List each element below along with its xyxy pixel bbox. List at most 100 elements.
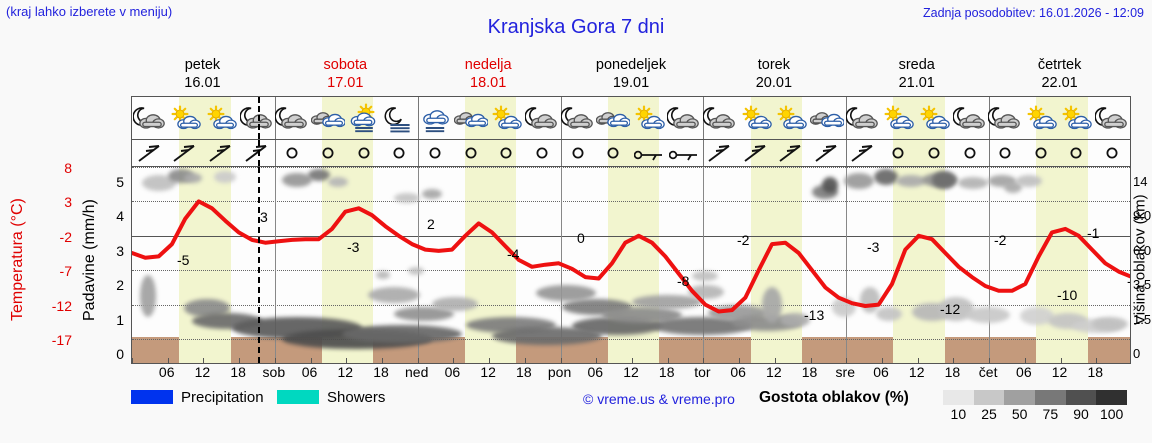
cloud-blob-38 bbox=[932, 171, 956, 189]
day-date: 18.01 bbox=[470, 75, 507, 91]
moon-cloud-icon bbox=[666, 103, 701, 133]
temperature-labels: -5 3 -3 2 -4 0 -8 -2 -13 -3 -12 -2 -10 -1 -8 bbox=[132, 167, 1130, 363]
precipitation-swatch bbox=[131, 390, 173, 404]
time-label-11: pon bbox=[547, 364, 572, 380]
temp-tick-4: -12 bbox=[51, 297, 72, 314]
moon-cloud-icon bbox=[1094, 103, 1129, 133]
prec-tick-5: 0 bbox=[116, 346, 124, 362]
sun-cloud-icon bbox=[739, 103, 773, 133]
vgrid-5 bbox=[846, 167, 848, 363]
weather-icon-cell-24 bbox=[987, 97, 1023, 139]
cloud-blob-14 bbox=[342, 325, 462, 343]
weather-icon-cell-8 bbox=[417, 97, 453, 139]
wind-barb-1 bbox=[168, 140, 204, 166]
time-label-14: 18 bbox=[658, 364, 675, 380]
prec-tick-4: 1 bbox=[116, 311, 124, 328]
cloud-blob-29 bbox=[692, 271, 718, 281]
time-label-15: tor bbox=[694, 364, 711, 380]
vtick-25 bbox=[1024, 358, 1026, 363]
cloud-tick-5: 0 bbox=[1133, 346, 1141, 361]
cloud-icon bbox=[453, 103, 489, 133]
time-label-3: sob bbox=[262, 364, 286, 380]
density-step-1 bbox=[973, 390, 1005, 405]
cloud-blob-39 bbox=[958, 177, 988, 189]
time-label-21: 12 bbox=[908, 364, 925, 380]
vtick-4 bbox=[274, 358, 276, 363]
day-name: petek bbox=[184, 57, 221, 73]
moon-cloud-icon bbox=[702, 103, 737, 133]
vgrid-6 bbox=[989, 167, 991, 363]
cloud-blob-35 bbox=[874, 169, 898, 185]
cloud-blob-43 bbox=[876, 307, 902, 321]
weather-icon-cell-21 bbox=[880, 97, 916, 139]
wind-barb-27 bbox=[1094, 140, 1130, 166]
current-time-marker-wind bbox=[257, 140, 260, 166]
temp-point-label-14: -8 bbox=[1127, 273, 1130, 289]
temp-tick-0: 8 bbox=[64, 160, 72, 176]
day-date: 19.01 bbox=[612, 75, 650, 91]
density-step-4 bbox=[1065, 390, 1097, 405]
moon-rain-icon bbox=[382, 103, 416, 133]
density-step-2 bbox=[1004, 390, 1036, 405]
vtick-13 bbox=[596, 358, 598, 363]
vtick-23 bbox=[953, 358, 955, 363]
wind-barb-7 bbox=[381, 140, 417, 166]
vtick-27 bbox=[1096, 358, 1098, 363]
weather-icon-cell-20 bbox=[844, 97, 881, 139]
time-label-6: 18 bbox=[373, 364, 389, 380]
cloud-blob-8 bbox=[422, 189, 442, 199]
day-name: sobota bbox=[323, 57, 368, 73]
day-header-1: sobota 17.01 bbox=[274, 56, 417, 96]
sun-cloud-rain-icon bbox=[347, 103, 381, 136]
day-name: nedelja bbox=[464, 57, 512, 73]
day-date: 22.01 bbox=[1041, 75, 1078, 91]
day-header-0: petek 16.01 bbox=[131, 56, 274, 96]
hgrid-5 bbox=[132, 339, 1130, 340]
time-label-20: 06 bbox=[873, 364, 889, 380]
temp-tick-2: -2 bbox=[59, 228, 72, 245]
cloud-tick-2: 6.0 bbox=[1133, 242, 1152, 258]
sun-cloud-icon bbox=[1059, 103, 1093, 133]
temp-point-label-2: -3 bbox=[347, 238, 360, 255]
wind-barb-21 bbox=[880, 140, 916, 166]
wind-barb-25 bbox=[1023, 140, 1059, 166]
day-date: 17.01 bbox=[327, 75, 364, 91]
vtick-12 bbox=[560, 358, 562, 363]
time-label-8: 06 bbox=[444, 364, 461, 380]
density-scale-3: 75 bbox=[1042, 406, 1059, 422]
wind-barb-15 bbox=[667, 140, 703, 166]
cloud-blob-17 bbox=[432, 297, 478, 311]
vtick-22 bbox=[917, 358, 919, 363]
vtick-20 bbox=[846, 358, 848, 363]
vtick-15 bbox=[667, 358, 669, 363]
temp-point-label-1: 3 bbox=[260, 209, 268, 226]
sun-cloud-icon bbox=[881, 103, 915, 133]
wind-barb-strip bbox=[132, 140, 1130, 167]
cloud-blob-52 bbox=[1092, 317, 1128, 331]
cloud-blob-46 bbox=[966, 307, 1010, 323]
weather-icon-cell-1 bbox=[168, 97, 204, 139]
temperature-curve bbox=[132, 199, 1130, 314]
showers-legend-label: Showers bbox=[327, 389, 386, 406]
weather-icon-cell-27 bbox=[1094, 97, 1130, 139]
moon-cloud-icon bbox=[274, 103, 309, 133]
moon-cloud-icon bbox=[844, 103, 880, 133]
precipitation-axis-title: Padavine (mm/h) bbox=[81, 199, 98, 321]
vtick-3 bbox=[239, 358, 241, 363]
density-scale-1: 25 bbox=[981, 406, 997, 422]
wind-barb-20 bbox=[845, 140, 881, 166]
cloud-density-scale: 10 25 50 75 90 100 bbox=[943, 406, 1139, 424]
wind-barb-14 bbox=[631, 140, 667, 166]
vtick-19 bbox=[810, 358, 812, 363]
vtick-7 bbox=[382, 358, 383, 363]
location-menu-note: (kraj lahko izberete v meniju) bbox=[6, 4, 173, 19]
temp-point-label-10: -12 bbox=[940, 300, 961, 317]
cloud-blob-4 bbox=[282, 173, 312, 187]
prec-tick-1: 4 bbox=[116, 208, 124, 225]
day-name: sreda bbox=[898, 57, 935, 73]
wind-barb-6 bbox=[346, 140, 382, 166]
temp-tick-3: -7 bbox=[59, 263, 72, 280]
time-axis: 06 12 18 sob 06 12 18 ned 06 12 18 pon 06 12 18 tor 06 12… bbox=[131, 364, 1131, 386]
copyright-link[interactable]: © vreme.us & vreme.pro bbox=[583, 391, 735, 407]
day-header-4: torek 20.01 bbox=[702, 56, 845, 96]
